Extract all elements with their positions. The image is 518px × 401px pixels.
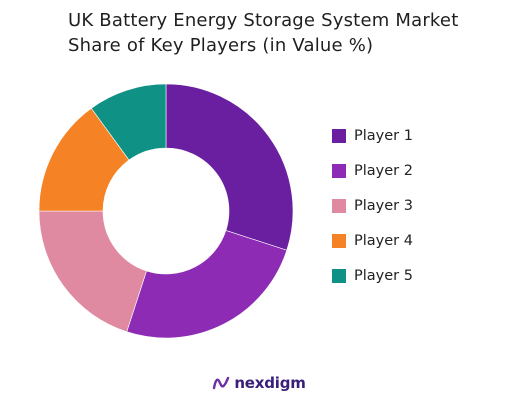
donut-slice-player-3 [38,210,147,333]
legend-swatch-player-3 [332,198,346,213]
legend-label-player-5: Player 5 [354,267,413,284]
legend-item-player-4: Player 4 [332,223,413,258]
legend-item-player-1: Player 1 [332,118,413,153]
donut-slices [38,83,294,339]
brand-logo: nexdigm [0,374,518,392]
legend-label-player-4: Player 4 [354,232,413,249]
legend-swatch-player-5 [332,268,346,283]
legend-swatch-player-4 [332,233,346,248]
nexdigm-logo-icon [213,376,230,390]
brand-name: nexdigm [234,374,306,392]
donut-slice-player-1 [165,83,294,251]
donut-slice-player-2 [126,230,288,339]
legend-label-player-1: Player 1 [354,127,413,144]
legend-item-player-2: Player 2 [332,153,413,188]
donut-slice-player-5 [90,83,167,161]
chart-legend: Player 1 Player 2 Player 3 Player 4 Play… [332,118,413,293]
legend-label-player-3: Player 3 [354,197,413,214]
legend-item-player-3: Player 3 [332,188,413,223]
legend-label-player-2: Player 2 [354,162,413,179]
legend-item-player-5: Player 5 [332,258,413,293]
chart-title-line-1: UK Battery Energy Storage System Market [68,10,459,31]
legend-swatch-player-1 [332,128,346,143]
legend-swatch-player-2 [332,163,346,178]
chart-title-line-2: Share of Key Players (in Value %) [68,35,374,56]
chart-title: UK Battery Energy Storage System Market … [68,8,508,58]
